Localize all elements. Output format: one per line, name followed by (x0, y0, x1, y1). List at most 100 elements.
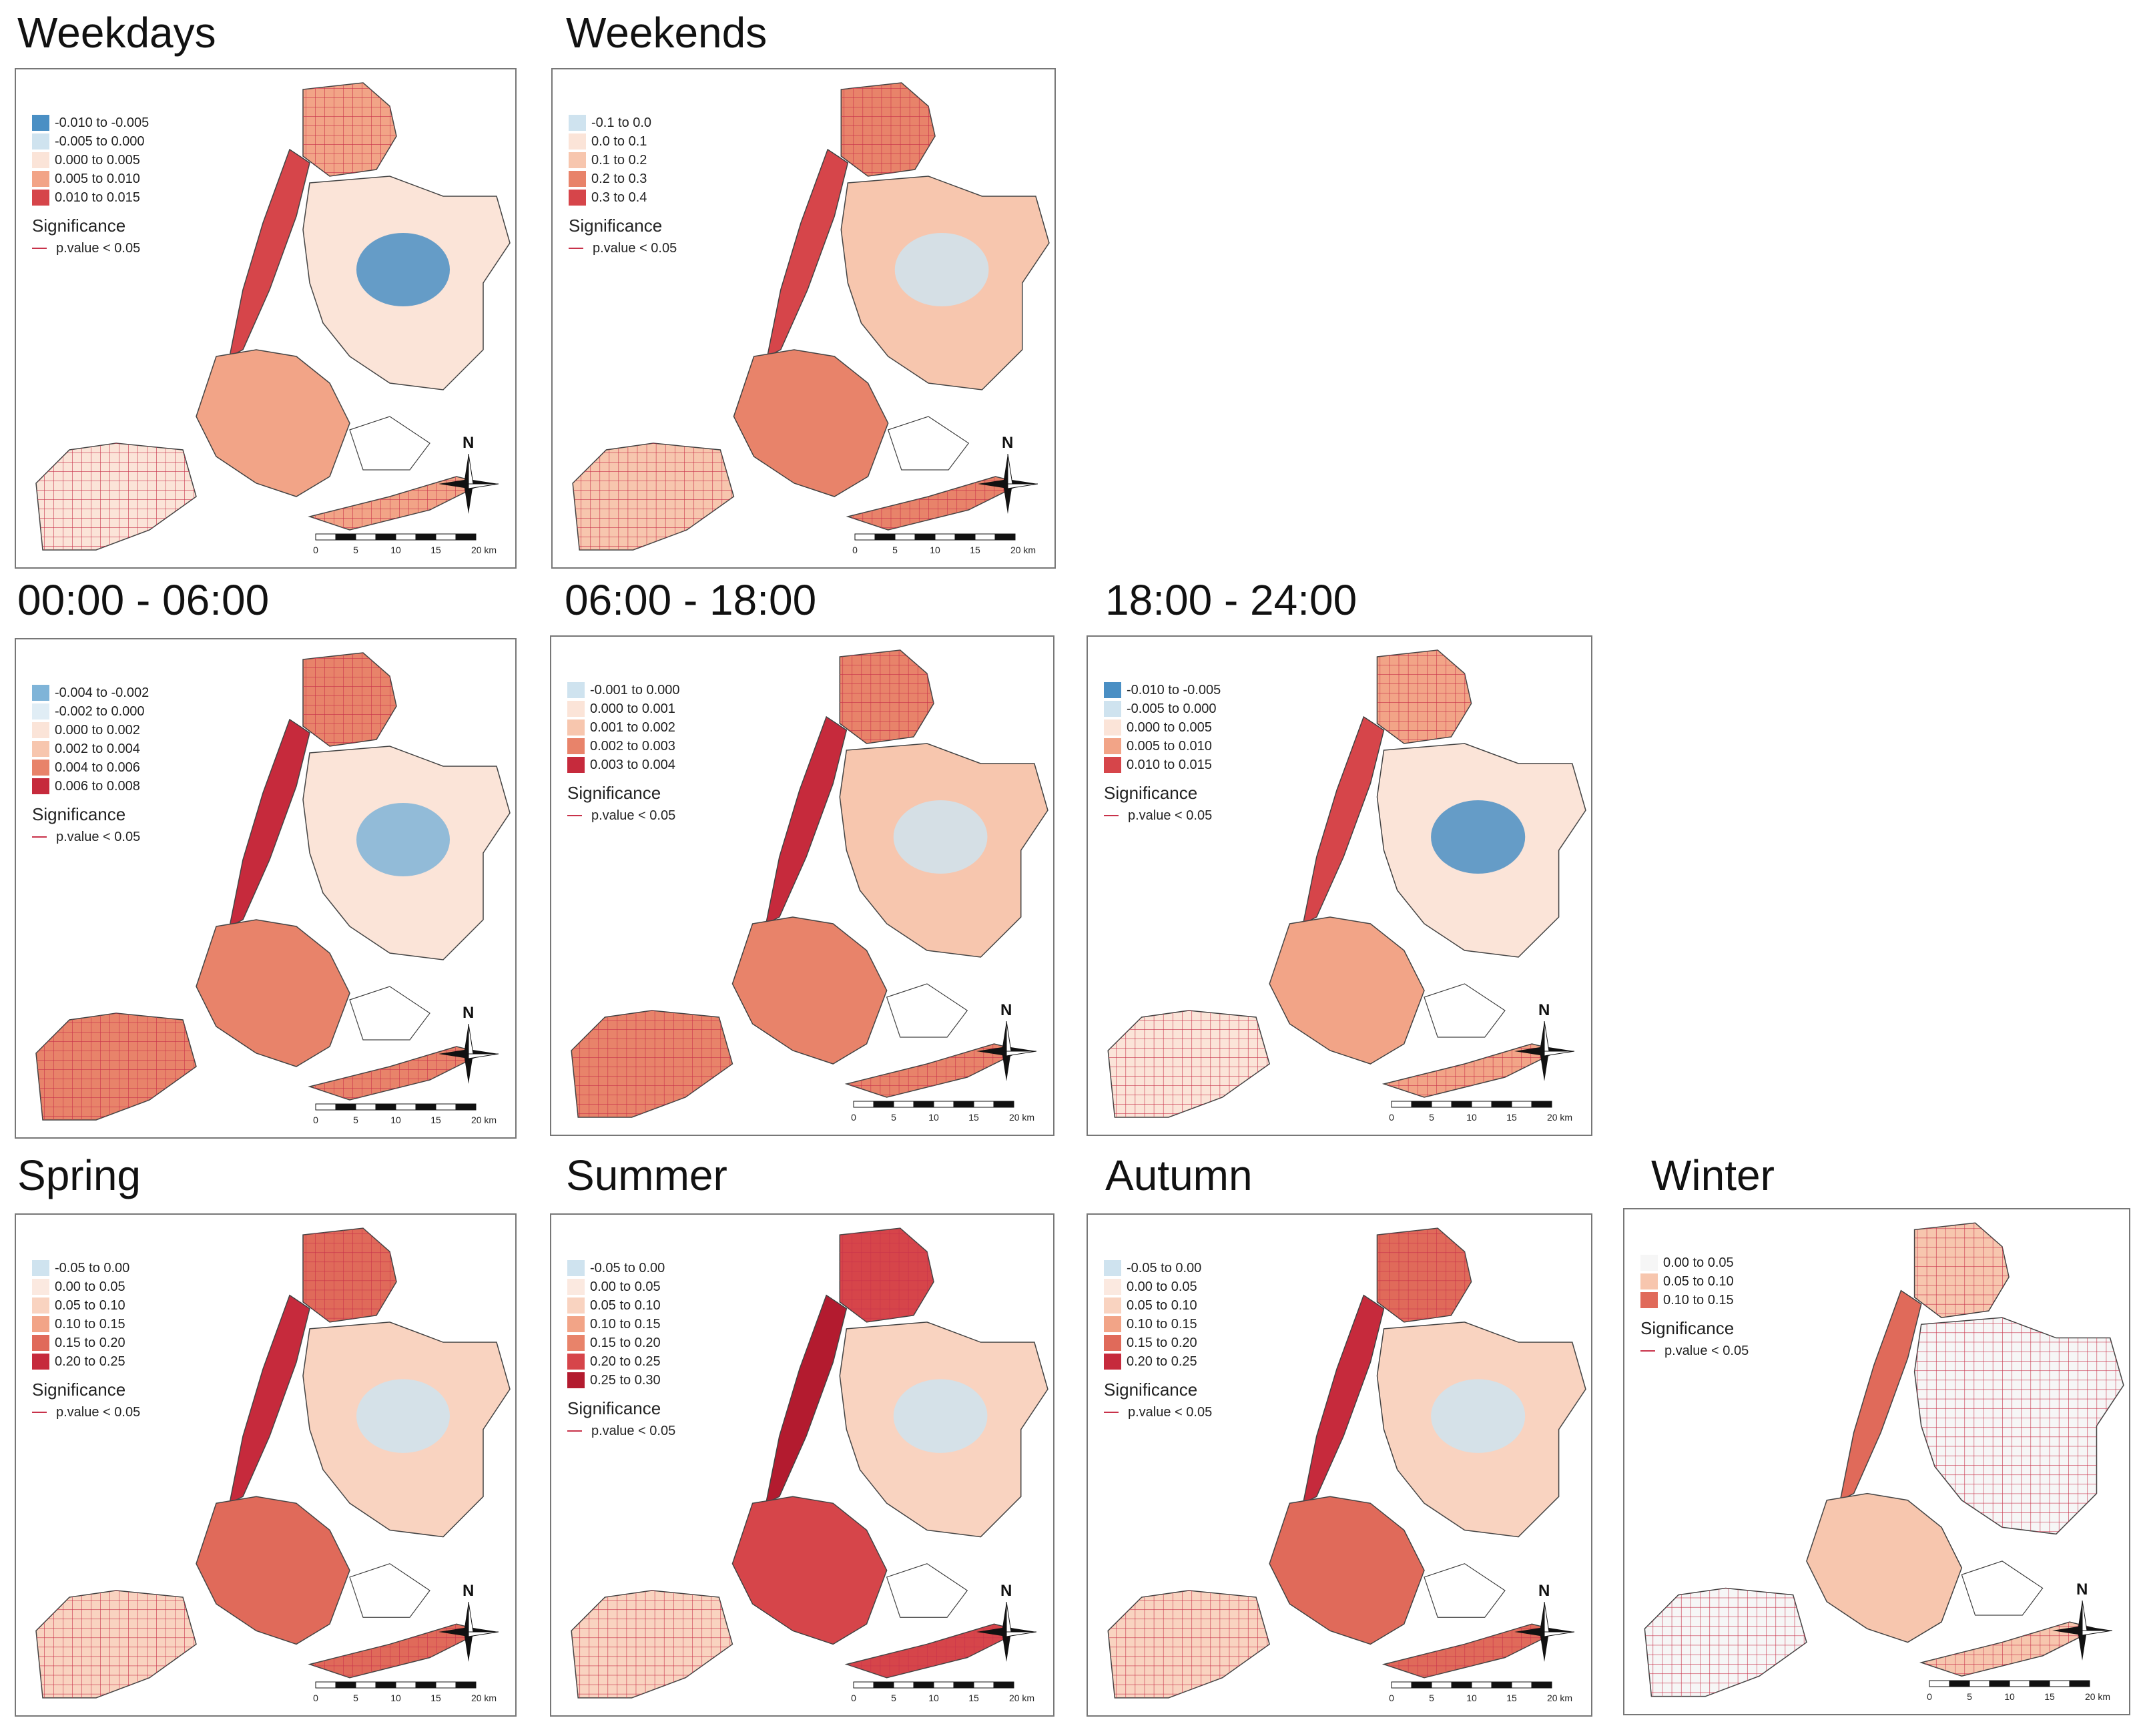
north-label: N (1002, 434, 1014, 452)
scale-label: 0 (313, 1115, 318, 1125)
borough-manhattan (765, 715, 848, 925)
scale-label: 5 (353, 1693, 358, 1703)
legend-swatch (569, 115, 586, 131)
north-label: N (1538, 1001, 1550, 1019)
panel-title-1824: 18:00 - 24:00 (1105, 576, 1357, 624)
legend: -0.004 to -0.002 -0.002 to 0.000 0.000 to … (32, 683, 149, 846)
north-label: N (2076, 1580, 2088, 1599)
legend-row: 0.000 to 0.001 (567, 699, 680, 718)
map-panel-autumn: -0.05 to 0.00 0.00 to 0.05 0.05 to 0.10 0.1… (1087, 1213, 1592, 1717)
legend-swatch (32, 722, 49, 738)
jamaica-bay (1961, 1560, 2044, 1616)
scale-bar-graphic (853, 1681, 1014, 1689)
significance-row: p.value < 0.05 (32, 239, 149, 258)
significance-grid-rockaway (310, 1624, 483, 1678)
legend-label: 0.10 to 0.15 (55, 1317, 125, 1332)
significance-row: p.value < 0.05 (32, 1403, 140, 1422)
legend: -0.1 to 0.0 0.0 to 0.1 0.1 to 0.2 0.2 to 0.… (569, 113, 677, 258)
legend-label: 0.3 to 0.4 (591, 190, 647, 205)
legend-row: -0.1 to 0.0 (569, 113, 677, 132)
legend-swatch (1104, 1260, 1121, 1276)
legend-row: 0.05 to 0.10 (32, 1296, 140, 1315)
legend-swatch (32, 1335, 49, 1351)
legend-row: 0.001 to 0.002 (567, 718, 680, 737)
scale-label: 0 (1389, 1112, 1394, 1123)
legend-label: 0.004 to 0.006 (55, 760, 140, 775)
north-arrow: N (438, 434, 499, 514)
legend-row: 0.000 to 0.002 (32, 721, 149, 740)
legend-swatch (569, 152, 586, 168)
legend-label: 0.000 to 0.001 (590, 701, 675, 716)
panel-title-autumn: Autumn (1105, 1151, 1253, 1199)
legend-label: 0.05 to 0.10 (590, 1298, 661, 1313)
scale-label: 10 (390, 1693, 401, 1703)
legend-row: 0.10 to 0.15 (1640, 1291, 1749, 1310)
legend-label: 0.25 to 0.30 (590, 1373, 661, 1388)
legend-label: -0.004 to -0.002 (55, 685, 149, 700)
compass-icon (438, 454, 499, 514)
scale-label: 0 (851, 1693, 856, 1703)
north-arrow: N (1514, 1582, 1574, 1662)
map-canvas (1644, 1222, 2124, 1697)
legend: -0.05 to 0.00 0.00 to 0.05 0.05 to 0.10 0.1… (567, 1259, 675, 1440)
borough-brooklyn (196, 919, 350, 1067)
significance-grid-staten (571, 1010, 733, 1117)
legend-label: 0.00 to 0.05 (1663, 1255, 1734, 1270)
legend-label: 0.00 to 0.05 (55, 1279, 125, 1294)
legend-label: 0.010 to 0.015 (55, 190, 140, 205)
map-panel-0618: -0.001 to 0.000 0.000 to 0.001 0.001 to 0.… (550, 635, 1054, 1136)
scale-label: 15 (2044, 1691, 2055, 1702)
compass-icon (2052, 1601, 2112, 1661)
significance-grid-staten (1108, 1590, 1270, 1698)
scale-bar-graphic (315, 1103, 477, 1111)
legend-row: 0.002 to 0.003 (567, 737, 680, 756)
significance-line-label: p.value < 0.05 (56, 1405, 141, 1420)
map-panel-weekends: -0.1 to 0.0 0.0 to 0.1 0.1 to 0.2 0.2 to 0.… (551, 68, 1056, 569)
legend-swatch (32, 778, 49, 794)
scale-bar: 0 5 10 15 20 km (1927, 1679, 2116, 1702)
north-label: N (463, 1004, 475, 1022)
compass-icon (1514, 1602, 1574, 1662)
legend-swatch (32, 1354, 49, 1370)
jamaica-bay (349, 1563, 430, 1618)
legend-swatch (567, 682, 585, 698)
scale-label: 10 (390, 1115, 401, 1125)
legend-row: -0.005 to 0.000 (32, 132, 149, 151)
negative-cluster (1431, 1379, 1526, 1453)
legend-row: 0.002 to 0.004 (32, 740, 149, 758)
legend-label: 0.000 to 0.005 (55, 153, 140, 168)
negative-cluster (356, 803, 450, 876)
legend-row: 0.005 to 0.010 (32, 170, 149, 188)
significance-line-label: p.value < 0.05 (56, 830, 141, 844)
legend-label: -0.010 to -0.005 (1127, 683, 1221, 697)
legend-swatch (567, 1279, 585, 1295)
legend-row: 0.006 to 0.008 (32, 777, 149, 796)
legend-label: -0.05 to 0.00 (590, 1261, 665, 1275)
north-label: N (1000, 1001, 1012, 1019)
scale-label: 20 km (1546, 1693, 1573, 1703)
map-canvas (1107, 649, 1586, 1118)
scale-label: 0 (1389, 1693, 1394, 1703)
significance-title: Significance (32, 804, 126, 824)
legend-row: -0.004 to -0.002 (32, 683, 149, 702)
significance-row: p.value < 0.05 (567, 1422, 675, 1440)
legend-row: 0.20 to 0.25 (1104, 1352, 1212, 1371)
scale-bar: 0 5 10 15 20 km (852, 533, 1041, 555)
legend-swatch (32, 703, 49, 719)
significance-row: p.value < 0.05 (569, 239, 677, 258)
north-arrow: N (438, 1582, 499, 1662)
borough-manhattan (766, 148, 849, 358)
legend-label: 0.001 to 0.002 (590, 720, 675, 735)
panel-title-summer: Summer (566, 1151, 727, 1199)
significance-grid-rockaway (1384, 1624, 1559, 1678)
significance-grid-rockaway (846, 1044, 1021, 1097)
map-panel-1824: -0.010 to -0.005 -0.005 to 0.000 0.000 to … (1087, 635, 1592, 1136)
scale-bar-graphic (315, 533, 477, 541)
scale-label: 10 (930, 545, 940, 555)
scale-bar-graphic (1391, 1681, 1552, 1689)
significance-grid-staten (36, 1590, 196, 1698)
map-panel-winter: 0.00 to 0.05 0.05 to 0.10 0.10 to 0.15 Sign… (1623, 1208, 2130, 1715)
north-arrow: N (976, 1001, 1036, 1081)
legend-swatch (1104, 719, 1121, 736)
significance-grid-bronx (840, 650, 934, 744)
